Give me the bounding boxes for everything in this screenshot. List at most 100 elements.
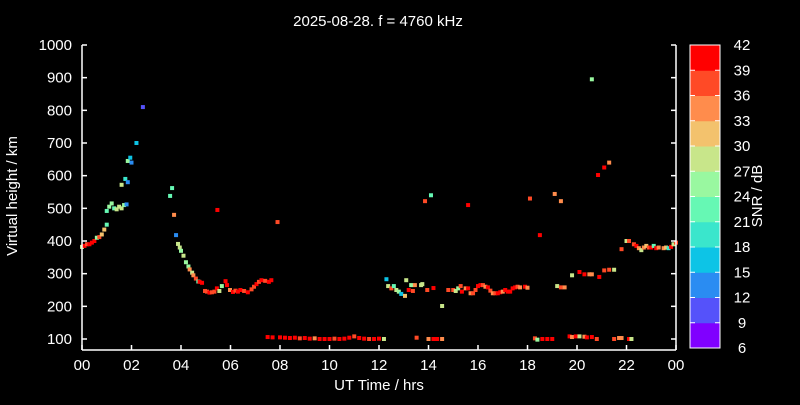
x-tick-label: 02 [123,357,140,374]
data-point [177,245,182,250]
data-point [500,289,505,294]
data-point [207,290,212,295]
data-point [254,282,259,287]
data-point [263,278,268,283]
colorbar-band [690,45,720,71]
data-point [589,77,594,82]
data-point [372,337,377,341]
data-point [535,337,540,342]
data-point [545,337,550,341]
data-point [242,288,247,293]
data-point [634,243,639,248]
y-tick-label: 600 [47,168,72,185]
data-point [459,289,464,294]
data-point [463,286,468,291]
data-point [617,336,622,341]
data-point [567,334,572,339]
data-point [190,270,195,275]
data-point [245,290,250,295]
data-point [483,284,488,289]
data-point [233,288,238,293]
colorbar-tick-label: 21 [734,214,751,231]
data-point [191,273,196,278]
data-point [99,232,104,237]
data-point [389,286,394,291]
data-point [428,193,433,198]
data-point [102,227,107,232]
data-point [440,337,445,341]
colorbar-band [690,196,720,223]
data-point [587,272,592,277]
colorbar-tick-label: 6 [738,340,746,357]
data-point [440,304,445,309]
data-point [654,246,659,251]
y-tick-label: 400 [47,233,72,250]
data-point [626,239,631,243]
data-point [508,289,513,294]
data-point [249,287,254,292]
data-point [523,284,528,289]
data-point [478,283,483,288]
x-tick-label: 10 [321,357,338,374]
data-point [582,334,587,339]
data-point [223,279,228,284]
data-point [513,285,518,290]
data-point [97,235,102,240]
colorbar-tick-label: 27 [734,163,751,180]
data-point [597,274,602,279]
data-point [187,267,192,272]
data-point [518,285,523,290]
x-tick-label: 08 [272,357,289,374]
data-point [129,160,134,165]
colorbar-tick-label: 9 [738,315,746,332]
data-point [197,279,202,284]
data-point [490,291,495,296]
data-point [265,335,270,340]
colorbar-band [690,247,720,273]
data-point [342,336,347,341]
colorbar-label: SNR / dB [749,165,766,228]
colorbar-tick-label: 42 [734,37,751,54]
data-point [649,245,654,250]
data-point [510,286,515,291]
data-point [573,334,578,339]
data-point [558,285,563,290]
y-tick-label: 300 [47,266,72,283]
y-tick-label: 700 [47,135,72,152]
data-point [179,248,183,253]
data-point [498,290,503,295]
data-point [589,272,594,277]
data-point [636,246,641,251]
y-axis-label: Virtual height / km [4,136,21,256]
data-point [112,206,117,211]
data-point [117,204,122,209]
data-point [302,336,307,341]
data-point [644,243,649,248]
data-point [570,335,575,340]
data-point [307,336,312,341]
data-point [555,284,560,289]
data-point [384,277,389,282]
data-point [423,199,428,204]
x-tick-label: 16 [470,357,487,374]
data-point [537,233,542,238]
y-tick-label: 500 [47,200,72,217]
data-point [119,206,124,211]
data-point [104,222,109,227]
data-point [646,245,651,250]
data-point [170,186,175,191]
data-point [219,284,224,289]
data-point [570,273,575,278]
y-tick-label: 900 [47,70,72,87]
data-point [453,288,458,293]
colorbar-band [690,95,720,122]
data-point [128,155,133,160]
data-point [357,336,362,341]
data-point [420,282,425,287]
data-point [404,278,409,283]
data-point [109,201,114,206]
data-point [532,336,537,341]
data-point [607,267,612,272]
data-point [435,337,440,341]
data-point [347,335,352,340]
